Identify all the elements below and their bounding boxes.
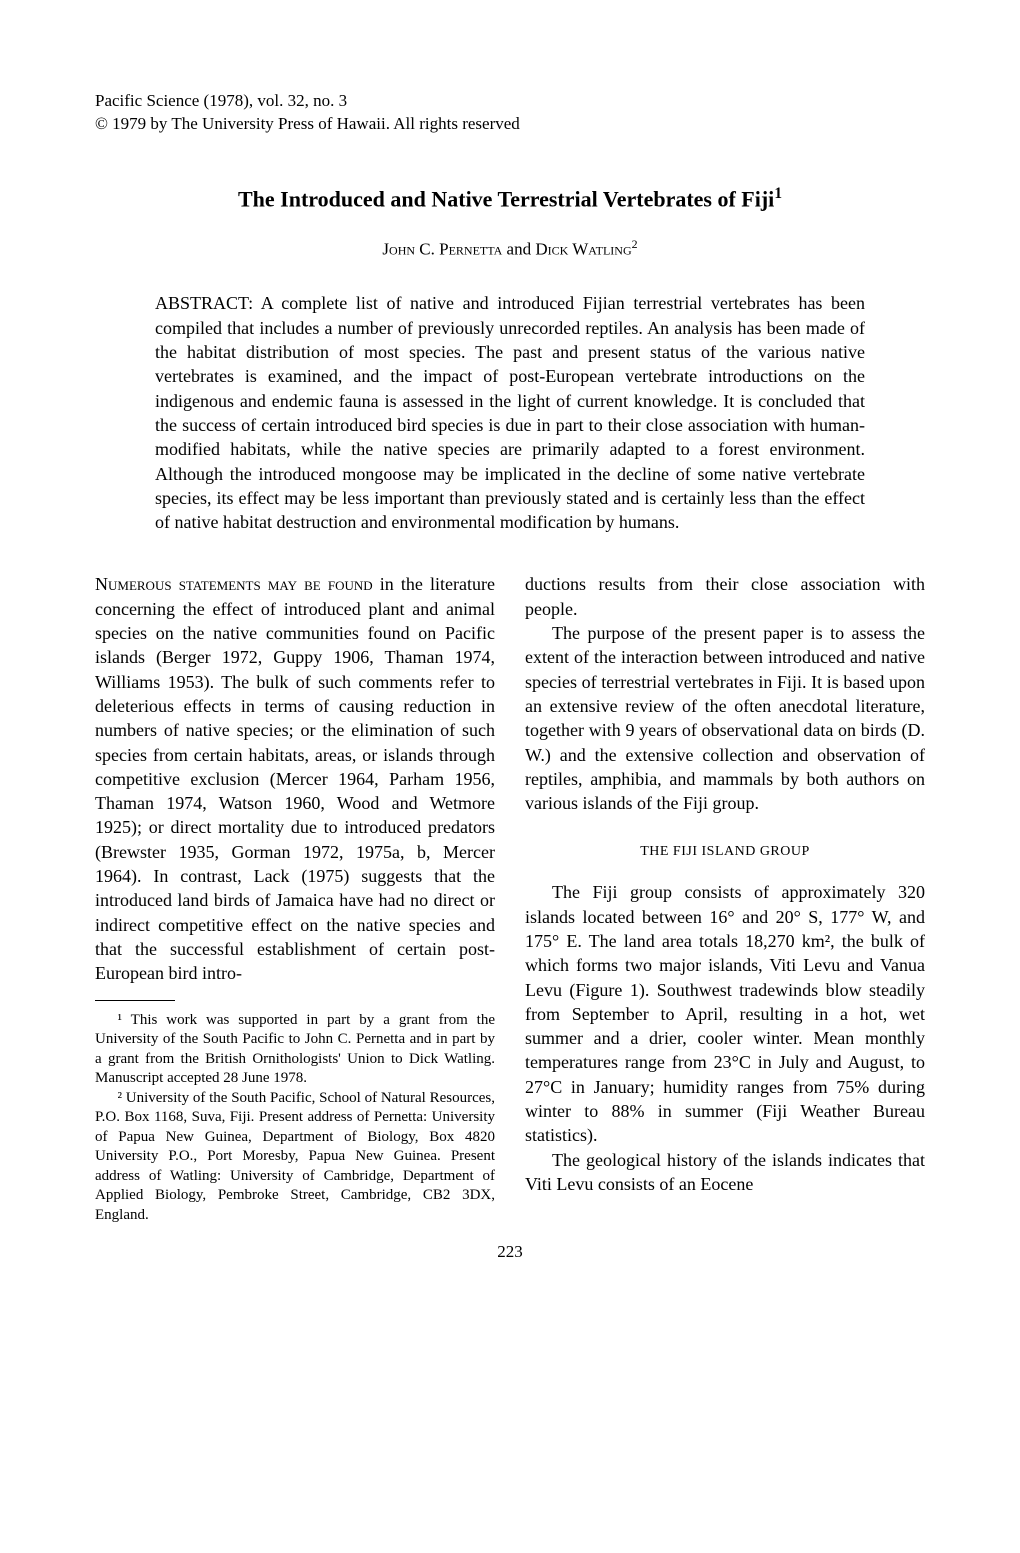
body-columns: Numerous statements may be found in the … bbox=[95, 572, 925, 1225]
author-footnote-mark: 2 bbox=[632, 237, 638, 251]
title-footnote-mark: 1 bbox=[774, 185, 782, 202]
journal-info: Pacific Science (1978), vol. 32, no. 3 ©… bbox=[95, 90, 925, 136]
footnote-rule bbox=[95, 1000, 175, 1001]
left-p1-sc: Numerous statements may be found bbox=[95, 574, 373, 594]
right-p4: The geological history of the islands in… bbox=[525, 1148, 925, 1197]
footnote-2: ² University of the South Pacific, Schoo… bbox=[95, 1089, 495, 1226]
section-head-fiji: THE FIJI ISLAND GROUP bbox=[525, 843, 925, 862]
abstract: ABSTRACT: A complete list of native and … bbox=[95, 291, 925, 534]
right-column: ductions results from their close associ… bbox=[525, 572, 925, 1225]
author2-first: Dick bbox=[535, 240, 568, 259]
author1-rest: C. P bbox=[415, 240, 449, 259]
left-p1-rest: in the literature concerning the effect … bbox=[95, 574, 495, 983]
authors-line: John C. Pernetta and Dick Watling2 bbox=[95, 236, 925, 262]
journal-line1: Pacific Science (1978), vol. 32, no. 3 bbox=[95, 90, 925, 113]
author2-rest: W bbox=[568, 240, 588, 259]
left-p1: Numerous statements may be found in the … bbox=[95, 572, 495, 985]
authors-and: and bbox=[502, 240, 535, 259]
footnote-1: ¹ This work was supported in part by a g… bbox=[95, 1011, 495, 1089]
page-number: 223 bbox=[95, 1241, 925, 1264]
author2-sc: atling bbox=[588, 240, 631, 259]
author1-first: John bbox=[382, 240, 415, 259]
right-p3: The Fiji group consists of approximately… bbox=[525, 880, 925, 1147]
author1-sc: ernetta bbox=[449, 240, 503, 259]
title-text: The Introduced and Native Terrestrial Ve… bbox=[238, 186, 774, 211]
right-p1: ductions results from their close associ… bbox=[525, 572, 925, 621]
right-p2: The purpose of the present paper is to a… bbox=[525, 621, 925, 815]
article-title: The Introduced and Native Terrestrial Ve… bbox=[95, 184, 925, 214]
left-column: Numerous statements may be found in the … bbox=[95, 572, 495, 1225]
journal-line2: © 1979 by The University Press of Hawaii… bbox=[95, 113, 925, 136]
